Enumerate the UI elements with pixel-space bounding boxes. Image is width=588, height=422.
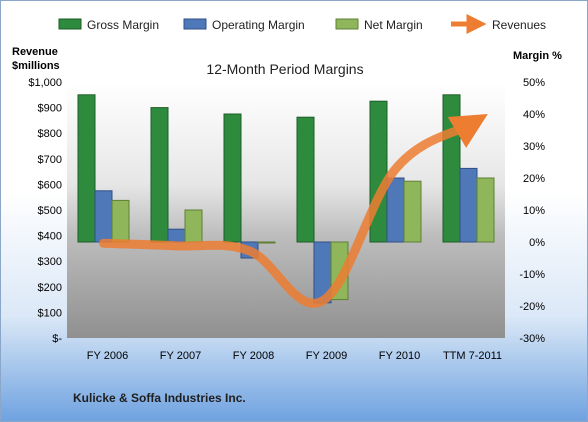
gross-margin-bar[interactable] <box>223 113 242 243</box>
legend-item-gross-margin[interactable]: Gross Margin <box>58 18 159 32</box>
category-label: FY 2010 <box>379 350 420 362</box>
bars-layer <box>77 94 495 304</box>
right-axis: -30% -20% -10% 0% 10% 20% 30% 40% 50% <box>519 77 545 345</box>
legend-swatch-gross-margin <box>58 18 82 30</box>
legend-item-operating-margin[interactable]: Operating Margin <box>183 18 305 32</box>
left-tick-label: $700 <box>38 154 62 166</box>
legend: Gross Margin Operating Margin Net Margin… <box>58 14 546 34</box>
operating-margin-bar[interactable] <box>94 190 113 243</box>
right-axis-title: Margin % <box>513 50 562 62</box>
category-label: FY 2009 <box>306 350 347 362</box>
right-tick-label: -20% <box>519 301 545 313</box>
legend-label-revenues: Revenues <box>492 18 546 32</box>
legend-swatch-net-margin <box>335 18 359 30</box>
operating-margin-bar[interactable] <box>459 167 478 243</box>
category-label: TTM 7-2011 <box>443 350 502 362</box>
right-tick-label: -30% <box>519 333 545 345</box>
right-tick-label: 40% <box>523 109 545 121</box>
net-margin-bar[interactable] <box>476 177 495 243</box>
net-margin-bar[interactable] <box>403 180 422 243</box>
left-tick-label: $900 <box>38 103 62 115</box>
gross-margin-bar[interactable] <box>77 94 96 243</box>
revenue-line-layer <box>99 114 488 308</box>
left-tick-label: $400 <box>38 231 62 243</box>
left-tick-label: $300 <box>38 256 62 268</box>
right-tick-label: 20% <box>523 173 545 185</box>
category-label: FY 2008 <box>233 350 274 362</box>
category-axis: FY 2006 FY 2007 FY 2008 FY 2009 FY 2010 TTM 7… <box>87 350 502 362</box>
plot-area <box>67 82 505 338</box>
right-tick-label: -10% <box>519 269 545 281</box>
left-tick-label: $200 <box>38 282 62 294</box>
revenues-line[interactable] <box>99 114 488 308</box>
operating-margin-bar[interactable] <box>167 228 186 243</box>
operating-margin-bar[interactable] <box>386 177 405 243</box>
left-tick-label: $500 <box>38 205 62 217</box>
legend-label-operating-margin: Operating Margin <box>212 18 305 32</box>
legend-item-revenues[interactable]: Revenues <box>451 14 546 34</box>
gross-margin-bar[interactable] <box>296 116 315 243</box>
right-tick-label: 0% <box>529 237 545 249</box>
category-label: FY 2006 <box>87 350 128 362</box>
left-tick-label: $100 <box>38 307 62 319</box>
right-tick-label: 10% <box>523 205 545 217</box>
gross-margin-bar[interactable] <box>150 107 169 243</box>
right-tick-label: 50% <box>523 77 545 89</box>
left-axis: $- $100 $200 $300 $400 $500 $600 $700 $800 $900 $1… <box>28 77 62 345</box>
category-label: FY 2007 <box>160 350 201 362</box>
legend-label-net-margin: Net Margin <box>364 18 423 32</box>
net-margin-bar[interactable] <box>111 199 130 243</box>
net-margin-bar[interactable] <box>184 209 203 243</box>
left-axis-title-line2: $millions <box>12 60 60 72</box>
right-tick-label: 30% <box>523 141 545 153</box>
net-margin-bar[interactable] <box>257 241 276 244</box>
left-axis-title-line1: Revenue <box>12 46 58 58</box>
left-tick-label: $800 <box>38 128 62 140</box>
left-tick-label: $1,000 <box>28 77 62 89</box>
chart-title: 12-Month Period Margins <box>206 61 363 77</box>
gross-margin-bar[interactable] <box>442 94 461 243</box>
legend-item-net-margin[interactable]: Net Margin <box>335 18 423 32</box>
legend-swatch-operating-margin <box>183 18 207 30</box>
company-name: Kulicke & Soffa Industries Inc. <box>73 391 246 405</box>
legend-label-gross-margin: Gross Margin <box>87 18 159 32</box>
left-tick-label: $600 <box>38 179 62 191</box>
left-tick-label: $- <box>52 333 62 345</box>
